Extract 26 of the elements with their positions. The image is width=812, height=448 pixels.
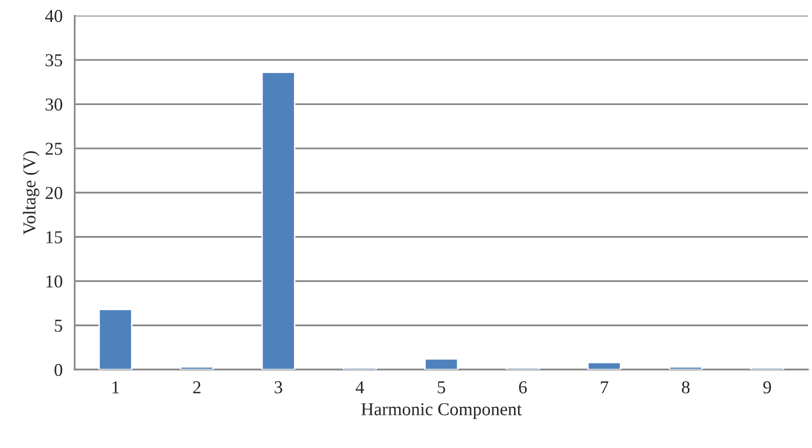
y-tick-label: 35	[46, 54, 62, 66]
x-tick-label: 7	[600, 381, 608, 394]
bar	[180, 366, 214, 370]
bar	[587, 362, 622, 370]
x-tick-label: 5	[438, 381, 446, 394]
y-tick-label: 20	[46, 186, 62, 200]
x-tick-label: 2	[193, 381, 200, 394]
y-axis-title: Voltage (V)	[22, 151, 40, 235]
bar	[424, 358, 458, 370]
bar	[98, 308, 132, 370]
x-tick-label: 8	[682, 381, 690, 394]
x-tick-label: 1	[112, 381, 119, 394]
y-tick-label: 30	[46, 98, 62, 111]
x-tick-label: 6	[519, 381, 527, 394]
x-tick-label: 4	[356, 381, 364, 394]
y-tick-label: 25	[46, 142, 62, 155]
bar	[261, 72, 296, 370]
x-axis-title: Harmonic Component	[361, 403, 522, 420]
y-tick-label: 10	[46, 275, 62, 288]
x-tick-label: 3	[274, 381, 282, 394]
y-tick-label: 0	[54, 364, 62, 376]
x-tick-label: 9	[763, 381, 771, 394]
y-tick-label: 5	[54, 320, 62, 332]
y-tick-label: 40	[45, 10, 62, 22]
y-tick-label: 15	[46, 231, 62, 244]
bar	[668, 366, 703, 370]
